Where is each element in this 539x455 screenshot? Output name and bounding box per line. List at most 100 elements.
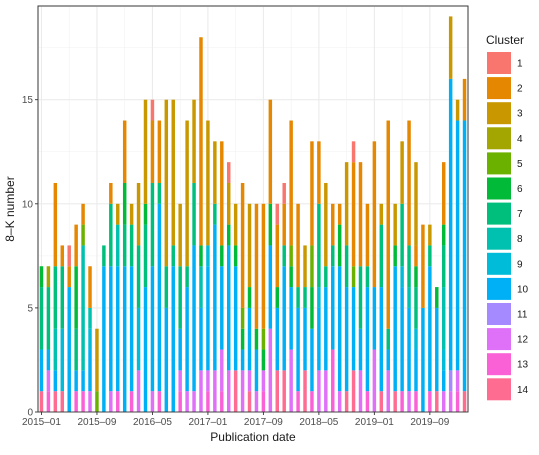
bar-segment-cluster-3	[171, 99, 175, 246]
bar-segment-cluster-7	[400, 203, 404, 267]
bar-segment-cluster-5	[95, 391, 99, 412]
bar-segment-cluster-10	[435, 307, 439, 392]
legend-label-2: 2	[517, 84, 523, 95]
bar-segment-cluster-2	[150, 120, 155, 183]
bar-segment-cluster-6	[39, 266, 44, 288]
bar-segment-cluster-3	[192, 99, 196, 183]
bar-segment-cluster-5	[289, 245, 293, 267]
bar-segment-cluster-1	[275, 203, 280, 225]
bar-segment-cluster-10	[393, 266, 397, 392]
x-tick-label: 2017–09	[244, 417, 283, 428]
bar-segment-cluster-3	[136, 182, 141, 246]
bar-segment-cluster-2	[81, 203, 85, 225]
bar-segment-cluster-14	[462, 391, 467, 412]
bar-segment-cluster-7	[282, 245, 286, 267]
bar-segment-cluster-5	[261, 328, 266, 350]
bar-stack	[122, 120, 127, 412]
bar-segment-cluster-7	[129, 224, 134, 267]
bar-segment-cluster-12	[178, 370, 182, 392]
bar-segment-cluster-3	[428, 224, 432, 246]
bar-stack	[164, 99, 169, 412]
bar-segment-cluster-3	[448, 16, 453, 79]
bar-segment-cluster-3	[303, 245, 307, 288]
bar-segment-cluster-12	[317, 370, 321, 412]
bar-segment-cluster-6	[414, 266, 418, 288]
bar-segment-cluster-14	[393, 391, 397, 412]
bar-stack	[185, 120, 189, 412]
bar-segment-cluster-3	[344, 162, 349, 246]
bar-segment-cluster-14	[344, 391, 349, 412]
bar-segment-cluster-12	[358, 370, 363, 412]
y-tick-label: 15	[22, 95, 34, 106]
bar-stack	[393, 203, 397, 412]
bar-stack	[455, 99, 460, 412]
bar-segment-cluster-10	[171, 266, 175, 412]
bar-segment-cluster-2	[372, 141, 377, 288]
bar-segment-cluster-14	[247, 391, 252, 412]
bar-segment-cluster-3	[206, 120, 210, 246]
bar-segment-cluster-2	[358, 162, 363, 267]
bar-segment-cluster-6	[199, 245, 203, 267]
bar-segment-cluster-10	[102, 266, 106, 412]
bar-segment-cluster-7	[331, 245, 335, 267]
bar-segment-cluster-7	[428, 245, 432, 267]
bar-stack	[129, 203, 134, 412]
x-tick-label: 2017–01	[188, 417, 227, 428]
bar-stack	[448, 16, 453, 412]
bar-segment-cluster-1	[351, 141, 356, 163]
x-tick-label: 2019–09	[410, 417, 449, 428]
legend-key-13	[487, 353, 511, 376]
bar-stack	[435, 287, 439, 412]
bar-stack	[157, 120, 162, 412]
bar-segment-cluster-6	[233, 245, 238, 267]
bar-segment-cluster-13	[455, 391, 460, 412]
legend-key-8	[487, 227, 511, 250]
bar-segment-cluster-9	[206, 245, 210, 267]
bar-segment-cluster-6	[226, 224, 231, 246]
bar-segment-cluster-12	[261, 370, 266, 392]
bar-segment-cluster-10	[421, 307, 425, 412]
bar-segment-cluster-9	[400, 266, 404, 288]
bar-segment-cluster-12	[455, 370, 460, 392]
bar-stack	[414, 162, 418, 412]
bar-segment-cluster-7	[171, 245, 175, 267]
bar-segment-cluster-2	[220, 141, 224, 246]
bar-segment-cluster-9	[441, 349, 446, 371]
legend-key-10	[487, 277, 511, 300]
bar-segment-cluster-10	[53, 370, 58, 392]
bar-segment-cluster-6	[261, 349, 266, 371]
bar-segment-cluster-2	[67, 266, 71, 288]
bar-stack	[441, 162, 446, 412]
bar-segment-cluster-10	[317, 307, 321, 371]
bar-segment-cluster-12	[448, 391, 453, 412]
bar-segment-cluster-7	[414, 287, 418, 329]
bar-segment-cluster-6	[122, 182, 127, 225]
bar-stack	[386, 120, 390, 412]
bar-segment-cluster-2	[88, 266, 92, 308]
bar-segment-cluster-8	[199, 266, 203, 308]
legend-label-13: 13	[517, 360, 529, 371]
bar-segment-cluster-2	[122, 120, 127, 183]
bar-stack	[247, 203, 252, 412]
bar-stack	[226, 162, 231, 412]
bar-segment-cluster-2	[109, 182, 113, 204]
bar-segment-cluster-12	[150, 391, 155, 412]
bar-stack	[233, 203, 238, 412]
bar-segment-cluster-10	[462, 120, 467, 392]
bar-segment-cluster-10	[81, 370, 85, 392]
bar-segment-cluster-2	[462, 78, 467, 121]
bar-segment-cluster-2	[421, 224, 425, 308]
bar-stack	[344, 162, 349, 412]
bar-segment-cluster-7	[213, 203, 217, 225]
bar-segment-cluster-14	[39, 391, 44, 412]
bar-stack	[351, 141, 356, 412]
bar-stack	[81, 203, 85, 412]
bar-stack	[199, 37, 203, 412]
legend-label-14: 14	[517, 385, 529, 396]
bar-segment-cluster-12	[136, 370, 141, 412]
bar-segment-cluster-1	[67, 245, 71, 267]
bar-stack	[289, 120, 293, 412]
y-tick-label: 5	[27, 303, 33, 314]
bar-stack	[143, 99, 148, 412]
